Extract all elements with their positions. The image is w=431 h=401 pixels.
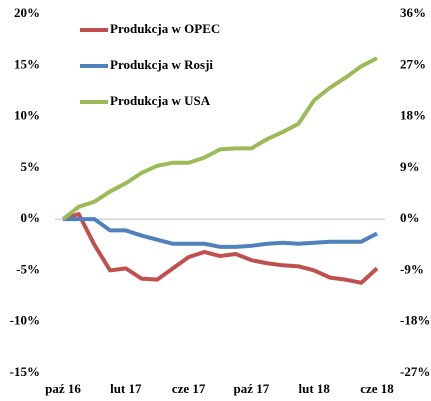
- y2-tick-label: 18%: [400, 108, 426, 123]
- series-line: [63, 217, 378, 249]
- y-tick-label: 10%: [14, 108, 40, 123]
- series-line: [61, 56, 378, 221]
- x-tick-label: cze 17: [172, 381, 206, 396]
- y-tick-label: 0%: [21, 210, 41, 225]
- x-tick-label: cze 18: [360, 381, 394, 396]
- y-tick-label: -15%: [10, 364, 40, 379]
- y-tick-label: 20%: [14, 5, 40, 20]
- y-tick-label: -10%: [10, 313, 40, 328]
- y2-tick-label: 0%: [400, 210, 420, 225]
- legend-label: Produkcja w OPEC: [110, 21, 220, 36]
- y2-tick-label: 36%: [400, 5, 426, 20]
- y2-tick-label: -27%: [400, 364, 430, 379]
- y2-tick-label: 27%: [400, 56, 426, 71]
- x-tick-label: paź 16: [45, 381, 81, 396]
- y2-tick-label: -18%: [400, 313, 430, 328]
- legend-label: Produkcja w Rosji: [110, 57, 213, 72]
- x-tick-label: lut 18: [298, 381, 330, 396]
- legend-label: Produkcja w USA: [110, 93, 211, 108]
- series-line: [62, 212, 379, 285]
- y2-tick-label: -9%: [400, 261, 424, 276]
- y2-tick-label: 9%: [400, 159, 420, 174]
- y-tick-label: -5%: [16, 261, 40, 276]
- x-tick-label: paź 17: [234, 381, 270, 396]
- y-tick-label: 5%: [21, 159, 41, 174]
- x-tick-label: lut 17: [110, 381, 142, 396]
- y-tick-label: 15%: [14, 56, 40, 71]
